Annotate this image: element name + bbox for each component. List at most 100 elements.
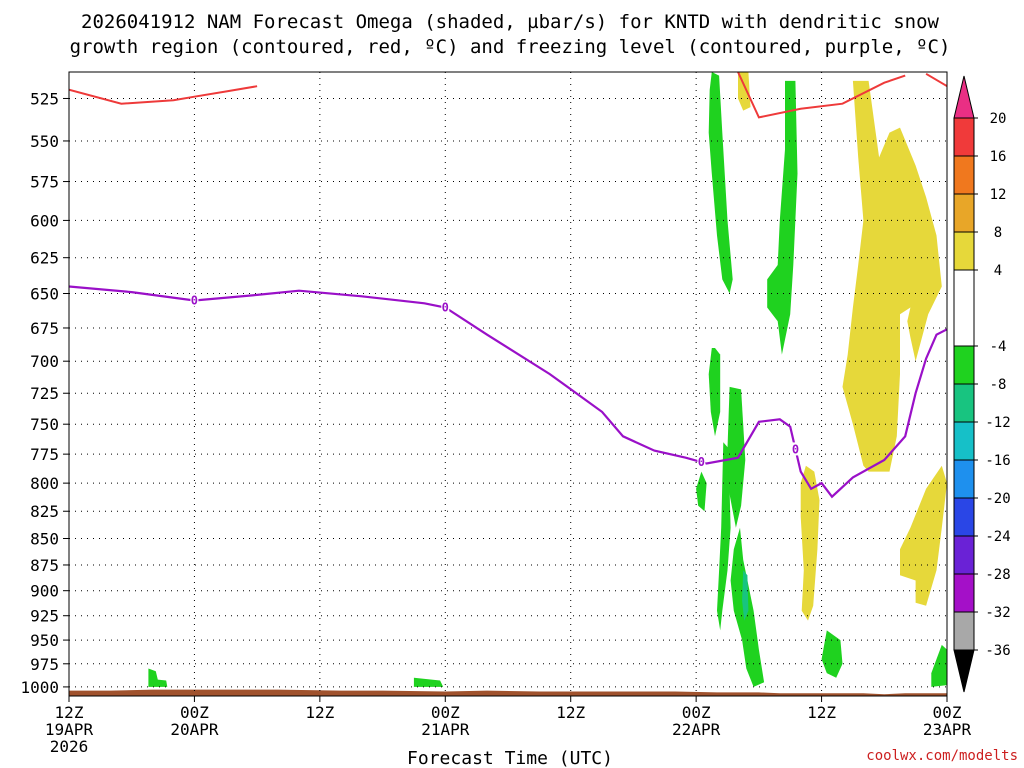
gridlines	[69, 72, 947, 696]
y-tick-label: 525	[30, 89, 59, 108]
x-tick-label: 19APR	[45, 720, 94, 739]
omega-region-14	[413, 677, 444, 687]
y-tick-label: 775	[30, 445, 59, 464]
y-tick-label: 600	[30, 211, 59, 230]
colorbar-segment-11	[953, 535, 975, 575]
terrain-fill	[69, 689, 947, 696]
omega-region-15	[742, 570, 749, 621]
colorbar-segment-3	[953, 193, 975, 233]
y-tick-label: 1000	[20, 678, 59, 697]
y-tick-label: 650	[30, 285, 59, 304]
x-tick-label: 12Z	[807, 703, 836, 722]
colorbar-top-arrow	[953, 75, 975, 119]
x-tick-label: 2026	[50, 737, 89, 756]
colorbar-segment-6	[953, 345, 975, 385]
colorbar-label: 20	[990, 111, 1007, 127]
x-tick-label: 00Z	[180, 703, 209, 722]
colorbar: 20 16 12 8 4 -4 -8 -12 -16 -20 -24 -28 -32 -36	[953, 75, 1011, 693]
colorbar-segment-12	[953, 573, 975, 613]
colorbar-label: -4	[990, 339, 1007, 355]
colorbar-label: 4	[994, 263, 1002, 279]
y-tick-label: 850	[30, 529, 59, 548]
colorbar-segment-5	[953, 269, 975, 347]
freezing-level-label: 0	[792, 442, 799, 456]
chart-title-line-2: growth region (contoured, red, ºC) and f…	[70, 36, 951, 58]
x-tick-label: 21APR	[421, 720, 470, 739]
freezing-level-label: 0	[191, 294, 198, 308]
y-tick-label: 675	[30, 319, 59, 338]
colorbar-segment-13	[953, 611, 975, 651]
freezing-label-bg-1	[441, 300, 450, 314]
colorbar-label: -12	[985, 415, 1010, 431]
omega-region-4	[767, 80, 798, 355]
y-tick-label: 550	[30, 132, 59, 151]
colorbar-label: -8	[990, 377, 1007, 393]
freezing-label-bg-2	[697, 455, 706, 469]
freezing-label-bg-3	[791, 442, 800, 456]
omega-region-11	[821, 630, 843, 678]
x-tick-label: 12Z	[55, 703, 84, 722]
x-axis-label: Forecast Time (UTC)	[407, 748, 613, 768]
y-axis: 525 550 575 600 625 650 675 700 725 750 775 800 825 8…	[20, 89, 69, 697]
y-tick-label: 950	[30, 631, 59, 650]
omega-region-6	[708, 348, 721, 437]
omega-region-3	[800, 465, 820, 621]
colorbar-segment-2	[953, 155, 975, 195]
freezing-label-bg-0	[190, 293, 199, 307]
y-tick-label: 625	[30, 249, 59, 268]
freezing-level-label: 0	[698, 455, 705, 469]
y-tick-label: 575	[30, 173, 59, 192]
y-tick-label: 725	[30, 384, 59, 403]
colorbar-label: -32	[985, 605, 1010, 621]
omega-region-0	[738, 72, 751, 111]
plot-frame	[68, 71, 948, 697]
chart-title-line-1: 2026041912 NAM Forecast Omega (shaded, µ…	[81, 11, 939, 33]
colorbar-label: 12	[990, 187, 1007, 203]
colorbar-label: -24	[985, 529, 1010, 545]
omega-shading	[148, 72, 947, 687]
omega-region-5	[708, 72, 733, 294]
y-tick-label: 925	[30, 607, 59, 626]
x-tick-label: 00Z	[431, 703, 460, 722]
terrain	[69, 689, 947, 696]
x-tick-label: 23APR	[923, 720, 972, 739]
freezing-level-contour: 0 0 0 0	[69, 285, 947, 499]
omega-region-2	[900, 465, 947, 606]
colorbar-segment-8	[953, 421, 975, 461]
colorbar-label: -28	[985, 567, 1010, 583]
colorbar-segment-1	[953, 117, 975, 157]
colorbar-segment-9	[953, 459, 975, 499]
y-tick-label: 700	[30, 352, 59, 371]
omega-region-12	[931, 644, 947, 687]
x-tick-label: 00Z	[933, 703, 962, 722]
colorbar-segment-10	[953, 497, 975, 537]
dgz-line-1	[737, 72, 906, 119]
colorbar-bottom-arrow	[953, 649, 975, 693]
colorbar-label: -36	[985, 643, 1010, 659]
credit-text: coolwx.com/modelts	[866, 748, 1018, 764]
dgz-line-0	[69, 85, 258, 105]
colorbar-segment-7	[953, 383, 975, 423]
x-tick-label: 12Z	[305, 703, 334, 722]
y-tick-label: 750	[30, 415, 59, 434]
x-tick-label: 12Z	[556, 703, 585, 722]
y-tick-label: 975	[30, 655, 59, 674]
omega-region-1	[842, 80, 942, 472]
freezing-level-label: 0	[442, 300, 449, 314]
y-tick-label: 875	[30, 556, 59, 575]
dgz-line-2	[925, 72, 947, 88]
freezing-level-line	[69, 285, 947, 499]
x-tick-label: 20APR	[170, 720, 219, 739]
colorbar-label: -16	[985, 453, 1010, 469]
y-tick-label: 825	[30, 502, 59, 521]
x-tick-label: 00Z	[682, 703, 711, 722]
y-tick-label: 800	[30, 474, 59, 493]
y-tick-label: 900	[30, 582, 59, 601]
colorbar-label: -20	[985, 491, 1010, 507]
omega-region-10	[696, 471, 707, 512]
omega-region-7	[717, 442, 731, 631]
colorbar-label: 16	[990, 149, 1007, 165]
omega-region-13	[148, 668, 168, 687]
